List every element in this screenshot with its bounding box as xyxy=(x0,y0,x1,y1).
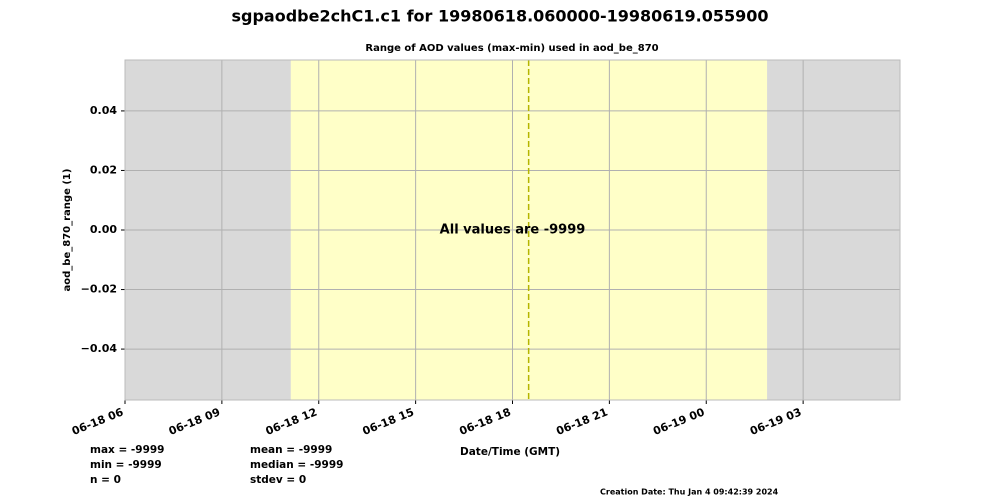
x-tick-label: 06-18 18 xyxy=(458,406,513,438)
x-tick-label: 06-19 03 xyxy=(748,406,803,438)
plot-frame xyxy=(124,59,901,401)
y-tick-label: −0.04 xyxy=(81,342,118,355)
chart-title: sgpaodbe2chC1.c1 for 19980618.060000-199… xyxy=(231,7,768,26)
stat-text: n = 0 xyxy=(90,474,121,486)
stat-text: stdev = 0 xyxy=(250,474,306,486)
x-tick-label: 06-18 09 xyxy=(167,406,222,438)
stat-text: max = -9999 xyxy=(90,444,165,456)
y-tick-label: 0.02 xyxy=(90,163,117,176)
chart-subtitle: Range of AOD values (max-min) used in ao… xyxy=(365,43,658,54)
x-tick-label: 06-18 21 xyxy=(554,406,609,438)
stat-text: median = -9999 xyxy=(250,459,343,471)
x-tick-label: 06-19 00 xyxy=(651,405,707,438)
creation-date: Creation Date: Thu Jan 4 09:42:39 2024 xyxy=(600,488,779,497)
annotation: All values are -9999 xyxy=(440,223,586,238)
y-tick-label: 0.00 xyxy=(90,223,117,236)
x-tick-label: 06-18 15 xyxy=(361,406,416,438)
x-tick-label: 06-18 12 xyxy=(264,406,319,438)
stat-text: min = -9999 xyxy=(90,459,162,471)
y-tick-label: −0.02 xyxy=(81,283,117,296)
y-tick-label: 0.04 xyxy=(90,104,117,117)
y-axis-label: aod_be_870_range (1) xyxy=(62,169,73,292)
x-axis-label: Date/Time (GMT) xyxy=(460,446,560,458)
x-tick-label: 06-18 06 xyxy=(70,405,126,438)
stat-text: mean = -9999 xyxy=(250,444,332,456)
